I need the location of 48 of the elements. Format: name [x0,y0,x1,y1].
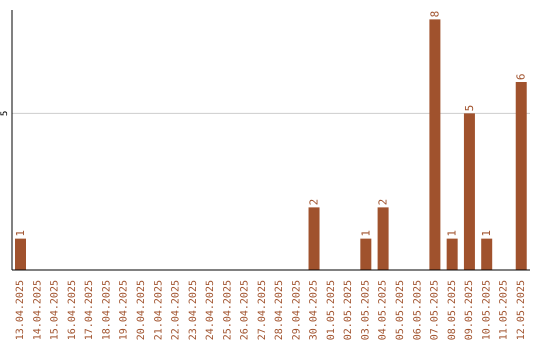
x-tick-label: 26.04.2025 [240,280,251,340]
x-tick-label: 08.05.2025 [446,280,458,340]
data-label: 1 [480,230,494,237]
x-tick-label: 17.04.2025 [84,280,96,340]
x-tick-label: 05.05.2025 [395,280,406,340]
x-tick-label: 13.04.2025 [15,280,26,340]
bar [378,207,389,270]
data-label: 2 [308,198,321,206]
x-tick-label: 06.05.2025 [412,280,424,340]
x-tick-label: 10.05.2025 [481,280,492,340]
x-tick-label: 11.05.2025 [498,280,510,340]
x-tick-label: 02.05.2025 [343,280,354,340]
x-tick-label: 04.05.2025 [378,280,389,340]
x-tick-label: 14.04.2025 [32,280,44,340]
bar [464,113,475,270]
x-tick-label: 01.05.2025 [326,280,337,340]
bar [481,238,492,270]
x-tick-label: 29.04.2025 [291,280,302,340]
x-tick-label: 27.04.2025 [256,280,268,340]
x-tick-label: 20.04.2025 [136,280,147,340]
data-label: 1 [359,230,372,237]
bar [429,19,440,270]
x-tick-label: 22.04.2025 [170,280,182,340]
bar [308,207,320,270]
x-tick-label: 19.04.2025 [118,280,130,340]
data-label: 1 [446,230,459,237]
x-tick-label: 18.04.2025 [101,280,112,340]
data-label: 5 [462,104,476,112]
bar [360,238,372,270]
x-tick-label: 09.05.2025 [464,280,476,340]
x-tick-label: 25.04.2025 [222,280,234,340]
x-tick-label: 03.05.2025 [360,280,372,340]
x-tick-label: 07.05.2025 [430,280,441,340]
bar [15,238,26,270]
x-tick-label: 28.04.2025 [274,280,286,340]
x-tick-label: 24.04.2025 [205,280,216,340]
x-tick-label: 23.04.2025 [188,280,199,340]
x-tick-label: 15.04.2025 [50,280,61,340]
data-label: 8 [428,10,442,18]
x-tick-label: 30.04.2025 [308,280,320,340]
data-label: 6 [514,73,528,80]
bar [446,238,458,270]
bar [516,82,527,270]
x-tick-label: 21.04.2025 [153,280,164,340]
x-tick-label: 16.04.2025 [66,280,78,340]
x-tick-label: 12.05.2025 [516,280,527,340]
data-label: 2 [376,198,390,206]
data-label: 1 [14,230,27,237]
